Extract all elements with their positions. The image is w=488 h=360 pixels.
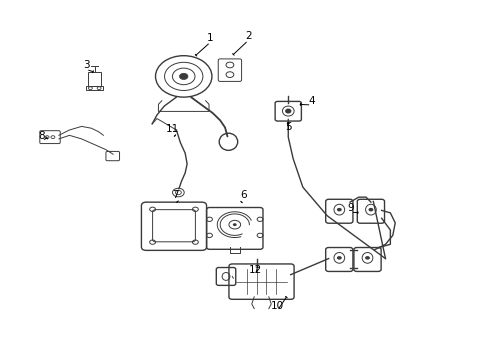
Text: 7: 7 <box>172 190 179 200</box>
Text: 12: 12 <box>248 265 262 275</box>
Text: 2: 2 <box>244 31 251 41</box>
Circle shape <box>365 256 369 260</box>
Text: 4: 4 <box>307 96 314 106</box>
Circle shape <box>179 73 187 80</box>
Text: 11: 11 <box>165 124 179 134</box>
Text: 5: 5 <box>285 122 291 132</box>
Circle shape <box>336 256 341 260</box>
Circle shape <box>336 208 341 211</box>
Text: 6: 6 <box>240 190 246 201</box>
Text: 8: 8 <box>39 131 45 141</box>
Text: 1: 1 <box>207 33 213 43</box>
Text: 10: 10 <box>270 301 284 311</box>
Circle shape <box>285 109 290 113</box>
Bar <box>88 72 101 86</box>
Text: 9: 9 <box>346 203 353 213</box>
Text: 3: 3 <box>82 60 89 70</box>
Circle shape <box>368 208 372 211</box>
Bar <box>86 86 103 90</box>
Circle shape <box>232 223 236 226</box>
